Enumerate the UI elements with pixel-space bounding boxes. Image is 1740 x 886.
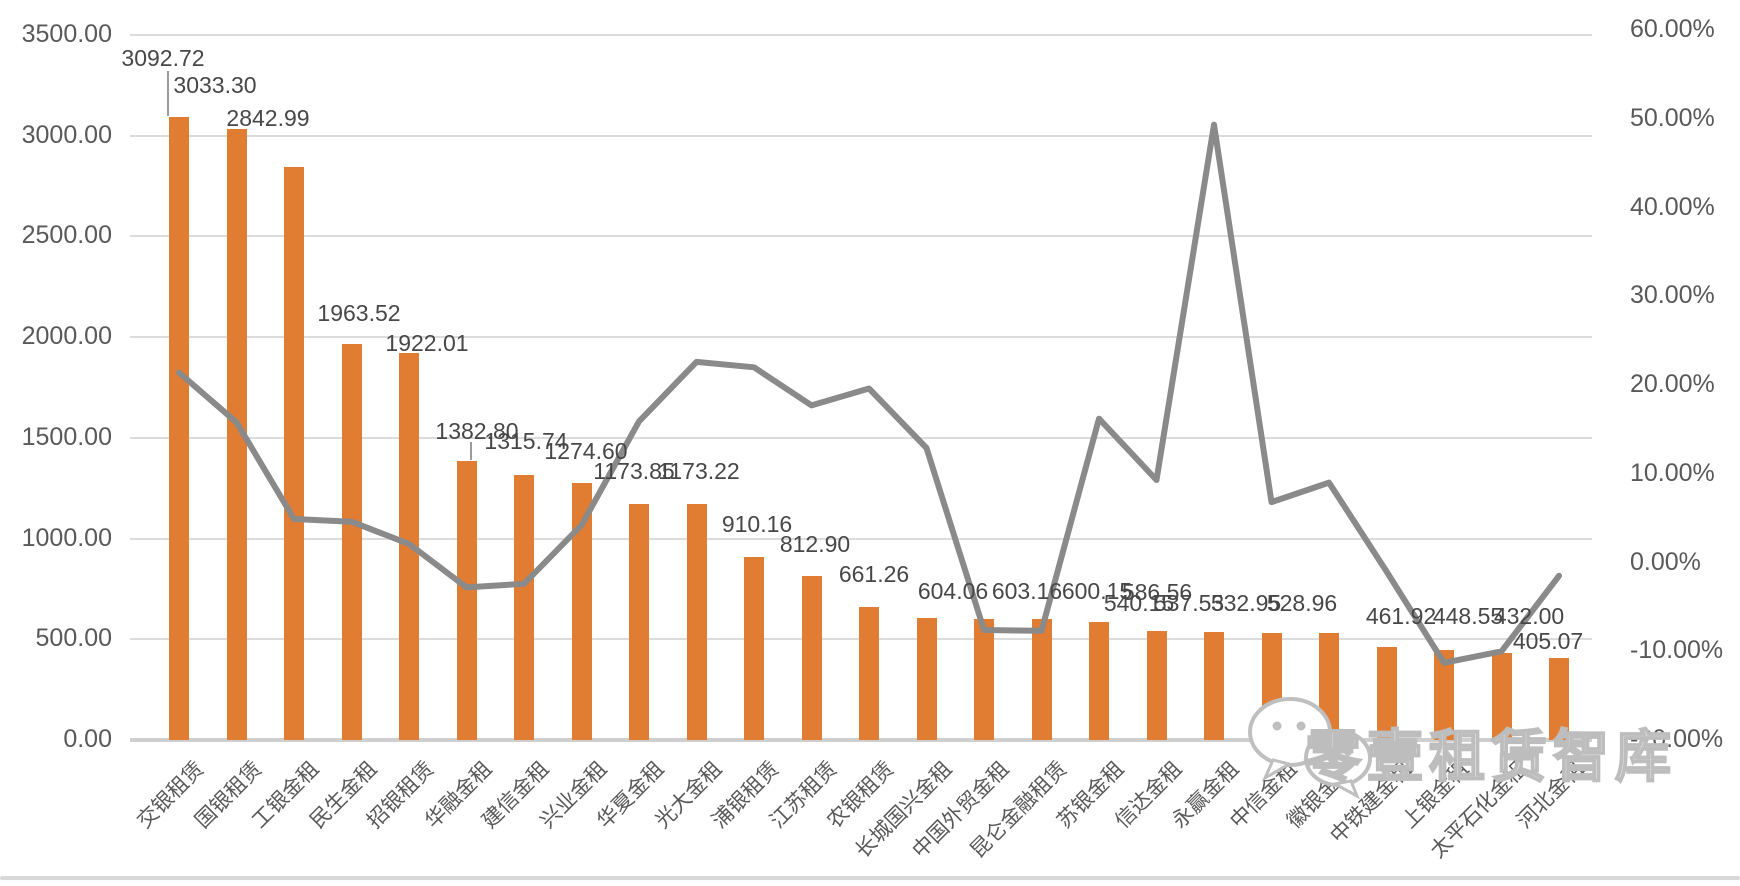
primary-axis-tick-label: 3000.00 [21,120,112,149]
gridline [130,235,1592,238]
bar [1376,646,1397,740]
bar [916,618,937,740]
primary-axis-tick-label: 0.00 [63,725,112,753]
bar-data-label: 537.53 [1153,590,1225,616]
bar [1146,631,1167,740]
bar [1491,652,1512,740]
bar-data-label: 528.96 [1266,590,1338,616]
secondary-axis-tick-label: 10.00% [1630,458,1715,487]
bar [859,606,879,740]
gridline [130,34,1592,36]
bar-data-label: 1274.60 [544,438,628,464]
bar-data-label: 1382.80 [435,418,519,444]
primary-axis-tick-label: 2500.00 [21,221,112,250]
secondary-axis-tick-label: 0.00% [1630,547,1701,576]
bar-data-label: 604.06 [917,578,989,604]
bar [456,461,477,740]
wechat-icon [1248,697,1372,800]
bar [284,167,304,740]
bar-data-label: 405.07 [1512,628,1584,654]
secondary-axis-tick-label: 20.00% [1630,370,1715,398]
bar [1089,621,1109,740]
bar-data-label: 586.56 [1121,579,1193,605]
bar-data-label: 2842.99 [226,105,310,131]
bar-data-label: 1963.52 [317,300,401,326]
primary-axis-tick-label: 500.00 [35,624,112,653]
bar-data-label: 1173.22 [658,458,740,484]
bar [801,576,822,740]
bar [399,352,419,740]
secondary-axis-tick-label: 60.00% [1630,15,1715,43]
bar-data-label: 910.16 [721,511,793,537]
bar [1031,619,1052,740]
primary-axis-tick-label: 2000.00 [21,322,112,351]
bar-data-label: 603.16 [991,578,1063,604]
bar-data-label: 600.15 [1061,578,1133,604]
label-leader-line [470,442,472,460]
bar-data-label: 432.00 [1493,603,1565,629]
bar [571,483,592,740]
bar-data-label: 448.55 [1432,603,1504,629]
primary-axis-tick-label: 1000.00 [21,523,112,552]
gridline [130,336,1592,339]
gridline [130,134,1592,137]
bar [744,556,764,740]
bar [1204,631,1224,740]
secondary-axis-tick-label: -20.00% [1630,725,1724,753]
x-axis-line [130,738,1592,742]
bar [1434,649,1454,740]
bar [341,344,362,740]
bar-data-label: 1315.74 [484,428,568,454]
bar [169,117,189,740]
watermark-text: 零壹租赁智库 [1304,724,1677,789]
bar-data-label: 3033.30 [173,72,257,98]
label-leader-line [167,71,169,116]
secondary-axis-tick-label: 30.00% [1630,281,1715,310]
bar-data-label: 1922.01 [385,330,469,356]
bottom-divider [0,876,1740,880]
watermark: 零壹租赁智库 [1245,690,1672,810]
bar-data-label: 540.15 [1103,590,1175,616]
secondary-axis-tick-label: -10.00% [1630,636,1724,665]
primary-axis-tick-label: 3500.00 [21,20,112,48]
bar [1549,658,1569,740]
secondary-axis-tick-label: 50.00% [1630,103,1715,132]
bar [686,503,707,740]
bar-data-label: 1173.85 [593,458,675,484]
bar-data-label: 812.90 [779,531,851,557]
bar [514,474,534,740]
bar-data-label: 3092.72 [121,45,205,71]
bar [226,129,247,740]
bar [629,503,649,740]
bar-data-label: 532.95 [1210,590,1282,616]
primary-axis-tick-label: 1500.00 [21,422,112,451]
bar-data-label: 461.92 [1365,603,1437,629]
bar [974,618,994,740]
secondary-axis-tick-label: 40.00% [1630,192,1715,221]
bar-data-label: 661.26 [838,561,910,587]
